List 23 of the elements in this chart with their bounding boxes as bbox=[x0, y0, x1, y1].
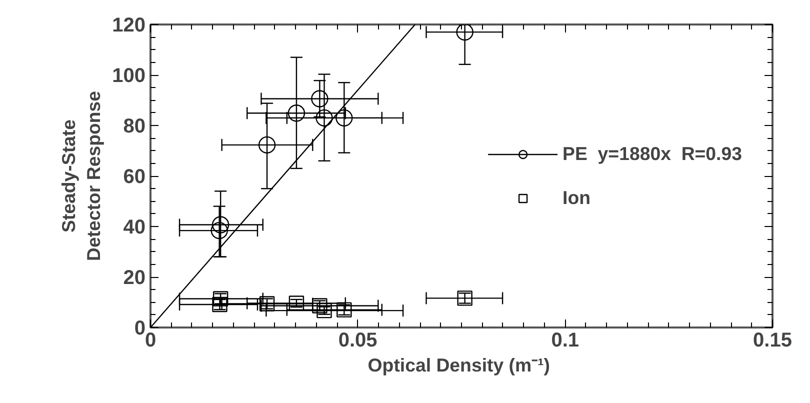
y-tick-label: 80 bbox=[123, 116, 146, 138]
point bbox=[288, 104, 306, 122]
x-tick-label: 0.15 bbox=[753, 330, 792, 352]
point bbox=[288, 296, 304, 311]
x-tick-label: 0.05 bbox=[338, 330, 378, 352]
point bbox=[212, 216, 230, 234]
x-axis-title: Optical Density (m⁻¹) bbox=[368, 354, 550, 376]
y-axis-title: Steady-State Detector Response bbox=[58, 90, 104, 262]
point bbox=[456, 24, 474, 41]
point bbox=[311, 90, 328, 108]
point bbox=[258, 136, 276, 154]
y-tick-label: 20 bbox=[123, 267, 146, 289]
point bbox=[316, 302, 332, 318]
legend-label: Ion bbox=[562, 186, 591, 208]
point bbox=[210, 222, 228, 240]
legend-label: PE y=1880x R=0.93 bbox=[562, 142, 742, 164]
point bbox=[336, 109, 353, 127]
y-tick-label: 100 bbox=[112, 65, 146, 87]
y-tick-label: 60 bbox=[123, 166, 146, 188]
y-tick-label: 120 bbox=[112, 14, 146, 36]
x-tick-label: 0.1 bbox=[551, 330, 580, 352]
point bbox=[316, 109, 333, 127]
y-tick-label: 40 bbox=[123, 216, 146, 238]
